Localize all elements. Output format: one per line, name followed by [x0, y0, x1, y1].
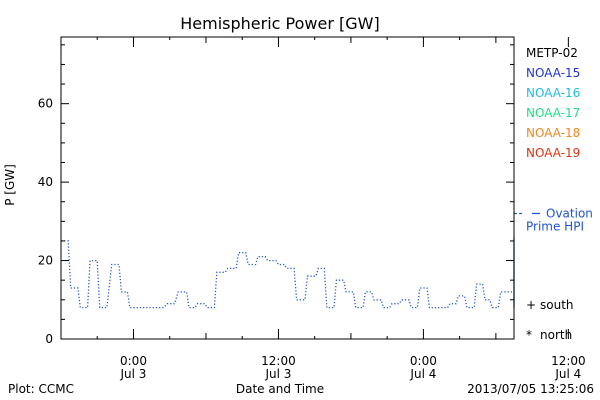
- legend-entry: NOAA-15: [526, 66, 580, 80]
- ovation-label-line1: Ovation: [546, 206, 593, 220]
- y-axis-ticks: 0 20 40 60: [38, 44, 514, 346]
- x-tick-time-label: 0:00: [120, 354, 147, 368]
- x-tick-time-label: 12:00: [261, 354, 296, 368]
- ovation-hpi-marker: Ovation: [514, 206, 593, 220]
- marker-legend: + south * north: [526, 298, 574, 342]
- x-tick-date-label: Jul 4: [554, 367, 581, 381]
- x-tick-date-label: Jul 3: [120, 367, 147, 381]
- x-tick-time-label: 0:00: [410, 354, 437, 368]
- y-tick-label: 40: [38, 175, 53, 189]
- legend-entry: NOAA-19: [526, 146, 580, 160]
- legend: METP-02 NOAA-15 NOAA-16 NOAA-17 NOAA-18 NOAA-…: [526, 46, 580, 160]
- ovation-hpi-line: [61, 237, 515, 309]
- marker-legend-label: north: [540, 328, 572, 342]
- marker-legend-label: south: [540, 298, 574, 312]
- y-tick-label: 20: [38, 254, 53, 268]
- plot-timestamp: 2013/07/05 13:25:06: [467, 382, 594, 396]
- legend-entry: NOAA-16: [526, 86, 580, 100]
- marker-legend-symbol: *: [526, 328, 532, 342]
- ovation-hpi-series: [61, 237, 515, 309]
- x-axis-label: Date and Time: [236, 382, 324, 396]
- plot-source-label: Plot: CCMC: [8, 382, 74, 396]
- y-axis-label: P [GW]: [3, 164, 17, 206]
- legend-entry: METP-02: [526, 46, 578, 60]
- legend-entry: NOAA-18: [526, 126, 580, 140]
- x-tick-date-label: Jul 4: [409, 367, 436, 381]
- ovation-label-line2: Prime HPI: [526, 220, 584, 234]
- marker-legend-symbol: +: [526, 298, 536, 312]
- x-tick-date-label: Jul 3: [264, 367, 291, 381]
- plot-frame: [60, 36, 515, 340]
- chart-title: Hemispheric Power [GW]: [180, 14, 379, 33]
- y-tick-label: 60: [38, 97, 53, 111]
- legend-entry: NOAA-17: [526, 106, 580, 120]
- y-tick-label: 0: [45, 332, 53, 346]
- x-tick-time-label: 12:00: [551, 354, 586, 368]
